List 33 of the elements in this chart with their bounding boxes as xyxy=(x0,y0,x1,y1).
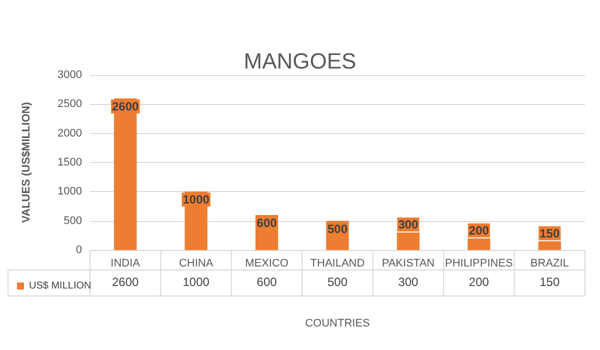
y-tick-label: 2000 xyxy=(58,127,82,140)
data-label: 500 xyxy=(327,275,348,289)
data-label: 2600 xyxy=(112,275,140,289)
y-tick-label: 500 xyxy=(64,214,82,227)
bar xyxy=(114,98,137,250)
x-tick-label: THAILAND xyxy=(310,258,365,270)
annotation: 150 xyxy=(540,226,560,240)
annotation: 1000 xyxy=(182,192,210,207)
annotation: 300 xyxy=(398,218,419,232)
x-tick-label: INDIA xyxy=(110,258,141,270)
y-axis-title: VALUES (US$MILLION) xyxy=(20,102,32,223)
annotation: 500 xyxy=(327,222,348,236)
data-label: 1000 xyxy=(182,275,210,289)
y-tick-label: 0 xyxy=(76,244,82,256)
x-tick-label: MEXICO xyxy=(245,258,289,270)
y-tick-label: 1500 xyxy=(58,156,82,168)
annotation: 2600 xyxy=(112,99,140,114)
annotation: 600 xyxy=(256,216,278,230)
y-tick-label: 1000 xyxy=(58,186,82,198)
x-tick-label: BRAZIL xyxy=(530,258,569,270)
y-tick-label: 3000 xyxy=(58,69,82,81)
data-label: 300 xyxy=(398,275,419,289)
annotation: 200 xyxy=(468,223,490,238)
x-axis-title: COUNTRIES xyxy=(305,318,370,330)
chart-title: MANGOES xyxy=(244,48,356,74)
data-label: 600 xyxy=(256,275,278,289)
x-tick-label: PHILIPPINES xyxy=(445,258,513,270)
x-tick-label: CHINA xyxy=(178,258,214,270)
data-label: 150 xyxy=(540,275,560,289)
y-tick-label: 2500 xyxy=(58,98,82,110)
x-tick-label: PAKISTAN xyxy=(382,258,435,270)
legend-label: US$ MILLION xyxy=(29,280,92,292)
data-label: 200 xyxy=(468,275,490,289)
